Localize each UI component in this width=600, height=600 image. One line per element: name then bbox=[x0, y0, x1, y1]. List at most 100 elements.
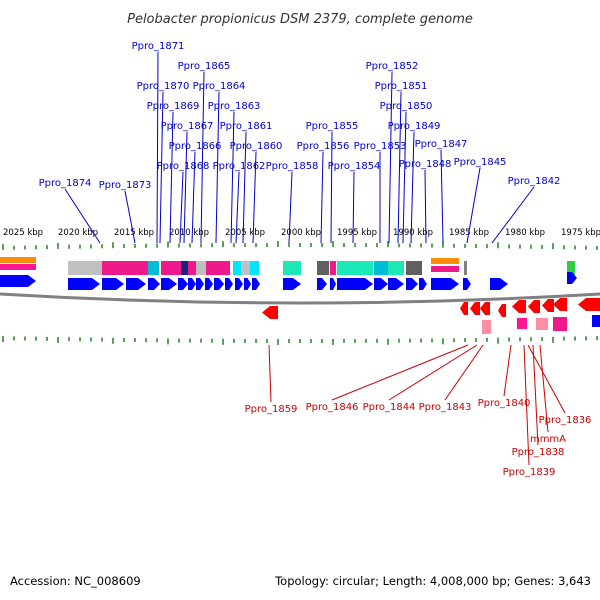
map-title: Pelobacter propionicus DSM 2379, complet… bbox=[127, 12, 473, 27]
label-leader-line bbox=[330, 131, 333, 244]
gene-arrow bbox=[102, 278, 124, 290]
gene-label-forward: Ppro_1845 bbox=[454, 157, 507, 168]
scale-label: 2000 kbp bbox=[281, 228, 321, 238]
feature-block bbox=[330, 261, 336, 275]
feature-block bbox=[0, 257, 36, 263]
feature-block bbox=[68, 261, 102, 275]
gene-label-reverse: Ppro_1843 bbox=[419, 402, 472, 413]
feature-block bbox=[233, 261, 241, 275]
feature-block bbox=[196, 261, 206, 275]
gene-arrow bbox=[68, 278, 100, 290]
feature-block bbox=[482, 320, 491, 334]
label-leader-line bbox=[156, 51, 159, 244]
reverse-gene-labels: Ppro_1859 Ppro_1846 Ppro_1844 Ppro_1843 Ppro… bbox=[245, 398, 592, 478]
label-leader-line bbox=[532, 344, 539, 446]
feature-block bbox=[374, 261, 388, 275]
feature-block bbox=[250, 261, 259, 275]
label-leader-line bbox=[444, 344, 484, 401]
feature-block bbox=[388, 261, 404, 275]
gene-arrow bbox=[490, 278, 508, 290]
gene-arrow bbox=[262, 306, 278, 319]
feature-block bbox=[337, 261, 373, 275]
gene-arrow bbox=[283, 278, 301, 290]
gene-arrow bbox=[406, 278, 418, 290]
label-leader-line bbox=[503, 344, 512, 397]
label-leader-line bbox=[179, 171, 184, 244]
gene-arrow bbox=[553, 298, 567, 311]
accession-text: Accession: NC_008609 bbox=[10, 574, 141, 588]
gene-label-reverse: Ppro_1840 bbox=[478, 398, 531, 409]
gene-label-forward: Ppro_1851 bbox=[375, 81, 428, 92]
genome-summary-text: Topology: circular; Length: 4,008,000 bp… bbox=[274, 574, 591, 588]
label-leader-line bbox=[402, 111, 407, 244]
feature-block bbox=[161, 261, 181, 275]
gene-arrow bbox=[0, 275, 36, 287]
gene-arrow bbox=[463, 278, 471, 290]
gene-arrow bbox=[498, 304, 506, 317]
scale-labels: 2025 kbp 2020 kbp 2015 kbp 2010 kbp 2005 kbp… bbox=[3, 228, 600, 238]
feature-bars-forward bbox=[0, 257, 575, 275]
label-leader-line bbox=[352, 171, 355, 244]
scale-label: 2005 kbp bbox=[225, 228, 265, 238]
scale-label: 1990 kbp bbox=[393, 228, 433, 238]
gene-label-reverse: Ppro_1846 bbox=[306, 402, 359, 413]
feature-block bbox=[188, 261, 196, 275]
gene-arrow bbox=[542, 299, 554, 312]
gene-label-forward: Ppro_1869 bbox=[147, 101, 200, 112]
label-leader-line bbox=[242, 131, 247, 244]
gene-arrow bbox=[178, 278, 188, 290]
gene-arrow bbox=[512, 300, 526, 313]
label-leader-line bbox=[235, 171, 240, 244]
feature-block bbox=[206, 261, 230, 275]
gene-label-forward: Ppro_1873 bbox=[99, 180, 152, 191]
gene-arrow bbox=[205, 278, 213, 290]
scale-label: 1980 kbp bbox=[505, 228, 545, 238]
gene-label-reverse: Ppro_1836 bbox=[539, 415, 592, 426]
label-leader-line bbox=[491, 186, 535, 244]
gene-arrow bbox=[225, 278, 233, 290]
gene-label-forward: Ppro_1861 bbox=[220, 121, 273, 132]
gene-label-forward: Ppro_1860 bbox=[230, 141, 283, 152]
feature-block bbox=[241, 261, 250, 275]
gene-label-forward: Ppro_1871 bbox=[132, 41, 185, 52]
label-leader-line bbox=[124, 190, 136, 244]
gene-label-forward: Ppro_1848 bbox=[399, 159, 452, 170]
gene-arrow bbox=[196, 278, 204, 290]
label-leader-line bbox=[64, 188, 101, 244]
label-leader-line bbox=[252, 151, 257, 244]
feature-block bbox=[317, 261, 329, 275]
feature-block bbox=[0, 264, 36, 270]
gene-arrow bbox=[528, 300, 540, 313]
label-leader-line bbox=[466, 167, 481, 244]
label-leader-line bbox=[440, 149, 444, 244]
reverse-label-lines bbox=[268, 344, 566, 466]
gene-arrow bbox=[388, 278, 404, 290]
label-leader-line bbox=[424, 169, 427, 244]
gene-label-reverse: Ppro_1859 bbox=[245, 404, 298, 415]
gene-arrow bbox=[126, 278, 146, 290]
scale-label: 2025 kbp bbox=[3, 228, 43, 238]
feature-block bbox=[553, 317, 567, 331]
gene-label-forward: Ppro_1847 bbox=[415, 139, 468, 150]
gene-label-forward: Ppro_1874 bbox=[39, 178, 92, 189]
feature-block bbox=[102, 261, 148, 275]
gene-label-forward: Ppro_1862 bbox=[213, 161, 266, 172]
label-leader-line bbox=[183, 131, 188, 244]
gene-label-reverse: Ppro_1844 bbox=[363, 402, 416, 413]
label-leader-line bbox=[200, 71, 205, 244]
gene-label-forward: Ppro_1866 bbox=[169, 141, 222, 152]
scale-label: 1995 kbp bbox=[337, 228, 377, 238]
gene-label-forward: Ppro_1858 bbox=[266, 161, 319, 172]
gene-label-reverse: Ppro_1839 bbox=[503, 467, 556, 478]
gene-label-forward: Ppro_1863 bbox=[208, 101, 261, 112]
label-leader-line bbox=[388, 344, 478, 401]
scale-label: 1975 kbp bbox=[561, 228, 600, 238]
tick-row-top bbox=[2, 241, 598, 250]
label-leader-line bbox=[159, 91, 164, 244]
gene-label-forward: Ppro_1842 bbox=[508, 176, 561, 187]
gene-label-forward: Ppro_1853 bbox=[354, 141, 407, 152]
gene-arrow bbox=[431, 278, 459, 290]
gene-arrow bbox=[148, 278, 160, 290]
gene-arrow bbox=[244, 278, 251, 290]
